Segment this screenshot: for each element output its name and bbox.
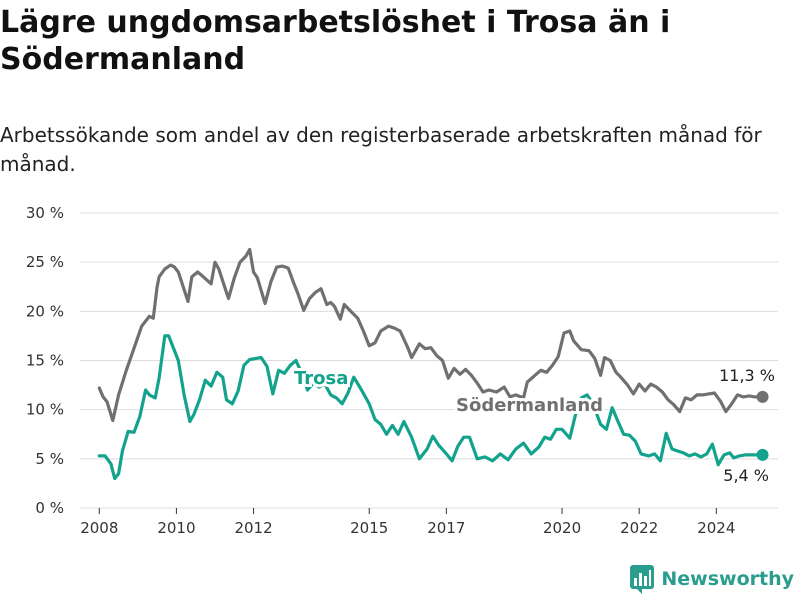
x-tick-label: 2010	[157, 519, 195, 537]
y-tick-label: 0 %	[35, 499, 64, 517]
series-labels: Trosa Södermanland 11,3 % 5,4 %	[291, 365, 775, 485]
y-axis-ticks: 0 % 5 % 10 % 15 % 20 % 25 % 30 %	[26, 204, 64, 517]
chart-subtitle: Arbetssökande som andel av den registerb…	[0, 123, 762, 176]
end-label-trosa: 5,4 %	[723, 466, 769, 485]
y-tick-label: 20 %	[26, 302, 64, 320]
brand-name: Newsworthy	[661, 568, 794, 590]
y-tick-label: 15 %	[26, 352, 64, 370]
newsworthy-logo: Newsworthy	[629, 564, 794, 594]
x-tick-label: 2015	[350, 519, 388, 537]
x-axis-ticks: 2008 2010 2012 2015 2017 2020 2022 2024	[80, 508, 735, 537]
grid-lines	[80, 212, 778, 509]
x-tick-label: 2024	[697, 519, 735, 537]
x-tick-label: 2012	[234, 519, 272, 537]
chart-title: Lägre ungdomsarbetslöshet i Trosa än i S…	[0, 5, 671, 77]
series-line-trosa	[97, 334, 765, 481]
y-tick-label: 30 %	[26, 204, 64, 222]
y-tick-label: 25 %	[26, 253, 64, 271]
end-label-sodermanland: 11,3 %	[719, 366, 775, 385]
x-tick-label: 2008	[80, 519, 118, 537]
x-tick-label: 2017	[427, 519, 465, 537]
end-point-trosa	[756, 448, 769, 461]
series-line-sodermanland	[97, 247, 765, 423]
y-tick-label: 10 %	[26, 401, 64, 419]
series-label-trosa: Trosa	[294, 368, 348, 389]
end-point-sodermanland	[756, 390, 769, 403]
series-label-sodermanland: Södermanland	[456, 395, 603, 416]
newsworthy-logo-icon	[630, 565, 655, 594]
series-lines	[97, 247, 769, 481]
x-tick-label: 2020	[543, 519, 581, 537]
x-tick-label: 2022	[620, 519, 658, 537]
y-tick-label: 5 %	[35, 450, 64, 468]
